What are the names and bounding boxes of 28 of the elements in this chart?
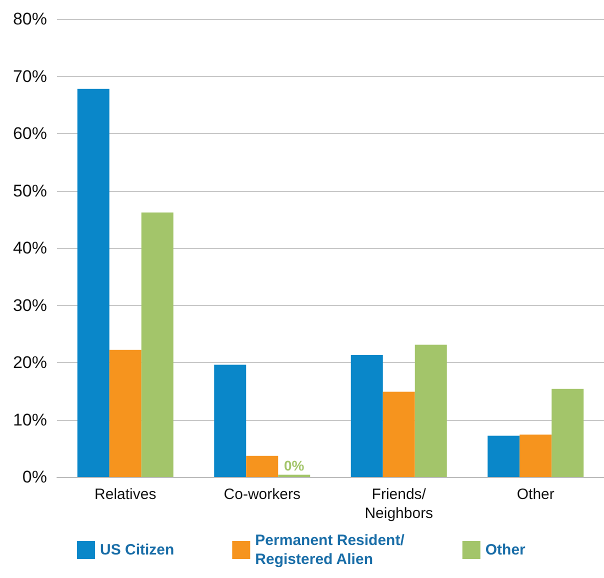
y-tick-label: 0% <box>22 468 47 486</box>
bar <box>246 456 278 477</box>
y-tick-label: 50% <box>12 181 47 200</box>
x-tick-label: Co-workers <box>224 486 300 503</box>
legend-label: US Citizen <box>100 542 174 558</box>
y-tick-label: 20% <box>12 353 47 372</box>
x-tick-label: Friends/ Neighbors <box>364 486 434 522</box>
bar <box>552 388 584 477</box>
bar <box>214 364 246 477</box>
bar <box>109 350 142 477</box>
bar <box>414 344 447 477</box>
bar <box>77 88 110 477</box>
bar <box>141 212 174 477</box>
bar <box>488 436 520 477</box>
bar <box>350 355 383 477</box>
data-label: 0% <box>284 458 305 474</box>
legend-label: Other <box>485 542 526 558</box>
legend-label: Permanent Resident/ Registered Alien <box>255 532 406 568</box>
y-tick-label: 10% <box>12 410 47 430</box>
x-tick-label: Relatives <box>94 486 156 503</box>
bar <box>382 392 415 477</box>
y-tick-label: 40% <box>12 238 47 258</box>
y-tick-label: 80% <box>12 10 47 28</box>
y-tick-label: 30% <box>12 296 47 315</box>
y-tick-label: 60% <box>12 124 47 143</box>
x-tick-label: Other <box>516 486 554 503</box>
bar <box>520 434 552 477</box>
y-tick-label: 70% <box>12 66 47 86</box>
